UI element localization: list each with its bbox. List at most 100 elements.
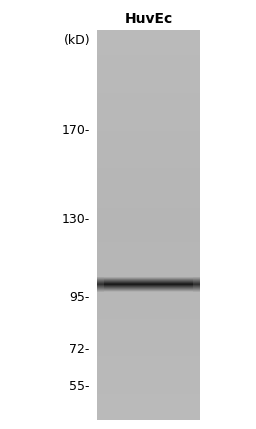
Bar xyxy=(97,137,200,139)
Bar xyxy=(97,202,200,204)
Bar xyxy=(97,174,200,175)
Bar xyxy=(97,155,200,157)
Bar xyxy=(97,213,200,214)
Bar xyxy=(97,55,200,56)
Bar xyxy=(97,48,200,50)
Bar xyxy=(97,360,200,362)
Bar xyxy=(97,305,200,307)
Bar xyxy=(97,129,200,130)
Bar xyxy=(97,320,200,321)
Bar xyxy=(97,183,200,184)
Bar xyxy=(97,116,200,118)
Bar xyxy=(97,153,200,154)
Bar xyxy=(97,259,200,260)
Bar xyxy=(97,372,200,373)
Bar xyxy=(97,311,200,312)
Bar xyxy=(97,358,200,359)
Text: 55-: 55- xyxy=(69,381,90,393)
Bar xyxy=(97,211,200,213)
Bar xyxy=(97,364,200,366)
Bar xyxy=(97,247,200,248)
Bar xyxy=(97,299,200,300)
Bar xyxy=(97,208,200,209)
Bar xyxy=(97,140,200,141)
Bar xyxy=(97,286,200,287)
Bar xyxy=(97,39,200,40)
Bar xyxy=(97,100,200,102)
Bar xyxy=(97,160,200,162)
Bar xyxy=(97,229,200,230)
Bar xyxy=(97,418,200,419)
Bar xyxy=(97,287,200,289)
Bar xyxy=(97,226,200,227)
Bar xyxy=(97,66,200,68)
Bar xyxy=(97,167,200,169)
Bar xyxy=(97,388,200,389)
Bar xyxy=(97,343,200,344)
Bar xyxy=(97,56,200,57)
Bar xyxy=(97,224,200,226)
Bar xyxy=(97,164,200,166)
Bar xyxy=(97,217,200,218)
Bar xyxy=(97,410,200,411)
Bar xyxy=(97,399,200,401)
Bar xyxy=(97,81,200,82)
Bar xyxy=(97,275,200,277)
Bar xyxy=(97,158,200,159)
Bar xyxy=(97,193,200,194)
Bar xyxy=(97,169,200,170)
Bar xyxy=(97,142,200,144)
Bar xyxy=(97,89,200,90)
Bar xyxy=(97,200,200,201)
Bar xyxy=(97,234,200,235)
Bar xyxy=(97,387,200,388)
Bar xyxy=(97,296,200,298)
Bar xyxy=(97,77,200,79)
Bar xyxy=(97,277,200,278)
Bar xyxy=(97,303,200,304)
Bar xyxy=(97,334,200,335)
Bar xyxy=(97,110,200,111)
Bar xyxy=(97,91,200,93)
Bar xyxy=(97,145,200,146)
Bar xyxy=(97,384,200,385)
Bar xyxy=(97,51,200,52)
Bar xyxy=(97,415,200,417)
Bar xyxy=(97,269,200,270)
Bar xyxy=(97,413,200,414)
Bar xyxy=(97,114,200,115)
Bar xyxy=(97,50,200,51)
Bar xyxy=(97,180,200,181)
Bar xyxy=(97,72,200,73)
Bar xyxy=(97,196,200,197)
Bar xyxy=(97,64,200,65)
Bar xyxy=(97,90,200,91)
Bar xyxy=(97,136,200,137)
Bar xyxy=(97,243,200,244)
Bar xyxy=(97,159,200,160)
Bar xyxy=(97,199,200,200)
Bar xyxy=(97,244,200,245)
Bar xyxy=(97,401,200,402)
Bar xyxy=(97,219,200,221)
Bar xyxy=(97,332,200,333)
Bar xyxy=(97,65,200,66)
Bar xyxy=(97,341,200,342)
Bar xyxy=(97,254,200,256)
Bar xyxy=(97,166,200,167)
Bar xyxy=(97,380,200,381)
Bar xyxy=(97,178,200,179)
Bar xyxy=(97,102,200,103)
Bar xyxy=(97,33,200,34)
Bar xyxy=(97,223,200,224)
Bar xyxy=(97,132,200,133)
Bar xyxy=(97,172,200,174)
Bar xyxy=(97,328,200,329)
Bar xyxy=(97,236,200,238)
Bar xyxy=(97,261,200,263)
Bar xyxy=(97,346,200,347)
Bar xyxy=(97,265,200,266)
Bar xyxy=(97,46,200,47)
Bar xyxy=(97,74,200,76)
Bar xyxy=(97,376,200,378)
